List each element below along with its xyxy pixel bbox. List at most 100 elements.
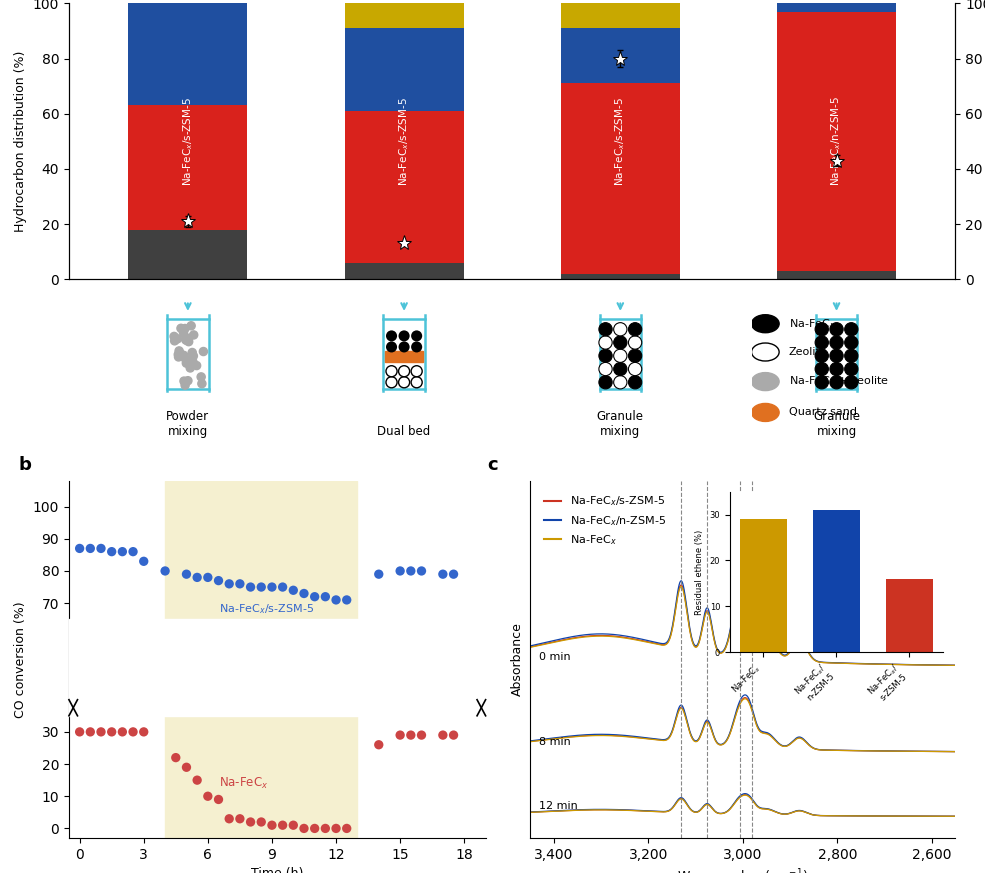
Circle shape bbox=[816, 362, 828, 375]
Point bbox=[275, 818, 291, 832]
Circle shape bbox=[182, 359, 190, 368]
Bar bbox=[165, 481, 358, 838]
Bar bbox=[345, 3, 464, 28]
Circle shape bbox=[411, 341, 423, 353]
Circle shape bbox=[177, 324, 185, 333]
Point bbox=[306, 590, 322, 604]
Circle shape bbox=[184, 338, 193, 346]
Point bbox=[72, 541, 88, 555]
Circle shape bbox=[411, 366, 423, 377]
Text: Na-FeC$_x$/s-ZSM-5: Na-FeC$_x$/s-ZSM-5 bbox=[181, 97, 195, 186]
Circle shape bbox=[198, 380, 206, 388]
Point bbox=[125, 545, 141, 559]
Circle shape bbox=[830, 362, 843, 375]
Bar bbox=[777, 272, 896, 279]
Bar bbox=[777, 11, 896, 272]
Point bbox=[222, 577, 237, 591]
Circle shape bbox=[174, 353, 182, 361]
Circle shape bbox=[614, 323, 627, 336]
Text: Na-FeC$_x$/s-ZSM-5: Na-FeC$_x$/s-ZSM-5 bbox=[219, 602, 313, 616]
Circle shape bbox=[181, 354, 189, 362]
Circle shape bbox=[752, 403, 779, 422]
Legend: Na-FeC$_x$/s-ZSM-5, Na-FeC$_x$/n-ZSM-5, Na-FeC$_x$: Na-FeC$_x$/s-ZSM-5, Na-FeC$_x$/n-ZSM-5, … bbox=[540, 490, 671, 552]
Point bbox=[392, 564, 408, 578]
Point bbox=[435, 567, 451, 581]
Circle shape bbox=[174, 350, 182, 359]
Point bbox=[211, 793, 227, 807]
Point bbox=[275, 580, 291, 594]
Point bbox=[445, 728, 461, 742]
Circle shape bbox=[179, 329, 187, 337]
Text: Na-FeC$_x$/s-ZSM-5: Na-FeC$_x$/s-ZSM-5 bbox=[614, 97, 627, 186]
Point bbox=[242, 815, 258, 829]
Bar bbox=[345, 263, 464, 279]
Point bbox=[232, 577, 248, 591]
Point bbox=[339, 821, 355, 835]
Circle shape bbox=[628, 375, 642, 388]
Text: Granule
mixing: Granule mixing bbox=[597, 410, 644, 438]
Text: Na-FeC$_x$/s-ZSM-5: Na-FeC$_x$/s-ZSM-5 bbox=[397, 97, 411, 186]
Point bbox=[403, 564, 419, 578]
Circle shape bbox=[399, 341, 410, 353]
Bar bbox=[560, 28, 680, 83]
Point bbox=[200, 570, 216, 584]
Circle shape bbox=[845, 349, 858, 362]
Text: Granule
mixing: Granule mixing bbox=[813, 410, 860, 438]
Circle shape bbox=[614, 336, 627, 349]
Circle shape bbox=[614, 349, 627, 362]
Circle shape bbox=[845, 336, 858, 349]
Point bbox=[371, 738, 387, 752]
Circle shape bbox=[752, 373, 779, 390]
Point bbox=[114, 725, 130, 739]
Circle shape bbox=[845, 362, 858, 375]
Circle shape bbox=[189, 358, 197, 366]
Bar bbox=[128, 230, 247, 279]
Circle shape bbox=[386, 330, 397, 341]
Text: Quartz sand: Quartz sand bbox=[789, 408, 857, 417]
Circle shape bbox=[816, 336, 828, 349]
Circle shape bbox=[411, 330, 423, 341]
Y-axis label: Absorbance: Absorbance bbox=[511, 622, 524, 697]
Circle shape bbox=[386, 341, 397, 353]
Point bbox=[445, 567, 461, 581]
Circle shape bbox=[628, 349, 642, 362]
Circle shape bbox=[599, 362, 613, 375]
X-axis label: Time (h): Time (h) bbox=[251, 868, 303, 873]
Text: C$_2$H$_4$: C$_2$H$_4$ bbox=[244, 659, 279, 676]
Y-axis label: CO conversion (%): CO conversion (%) bbox=[15, 601, 28, 718]
Point bbox=[103, 725, 119, 739]
Circle shape bbox=[386, 377, 397, 388]
Circle shape bbox=[628, 336, 642, 349]
Text: Dual bed: Dual bed bbox=[377, 425, 430, 438]
Circle shape bbox=[845, 323, 858, 336]
Point bbox=[328, 593, 344, 607]
Text: Na-FeC$_x$: Na-FeC$_x$ bbox=[219, 776, 268, 791]
Point bbox=[158, 564, 173, 578]
Text: Na-FeC$_x$: Na-FeC$_x$ bbox=[789, 317, 836, 331]
Text: Zeolite: Zeolite bbox=[789, 347, 827, 357]
Point bbox=[178, 760, 194, 774]
Point bbox=[253, 580, 269, 594]
Circle shape bbox=[614, 362, 627, 375]
Point bbox=[211, 574, 227, 588]
Circle shape bbox=[628, 323, 642, 336]
Circle shape bbox=[599, 349, 613, 362]
Circle shape bbox=[182, 336, 191, 344]
Point bbox=[103, 545, 119, 559]
Bar bbox=[69, 619, 486, 716]
Bar bbox=[345, 28, 464, 111]
Point bbox=[242, 580, 258, 594]
Circle shape bbox=[170, 333, 178, 340]
Point bbox=[189, 773, 205, 787]
Bar bbox=[777, 3, 896, 11]
Circle shape bbox=[184, 376, 192, 385]
Point bbox=[317, 821, 333, 835]
Circle shape bbox=[179, 351, 188, 360]
Circle shape bbox=[752, 315, 779, 333]
Text: Na-FeC$_x$/n-ZSM-5: Na-FeC$_x$/n-ZSM-5 bbox=[829, 96, 843, 187]
Text: b: b bbox=[19, 456, 32, 474]
Circle shape bbox=[816, 349, 828, 362]
Text: 8 min: 8 min bbox=[540, 738, 571, 747]
Bar bbox=[128, 106, 247, 230]
Circle shape bbox=[189, 352, 197, 360]
